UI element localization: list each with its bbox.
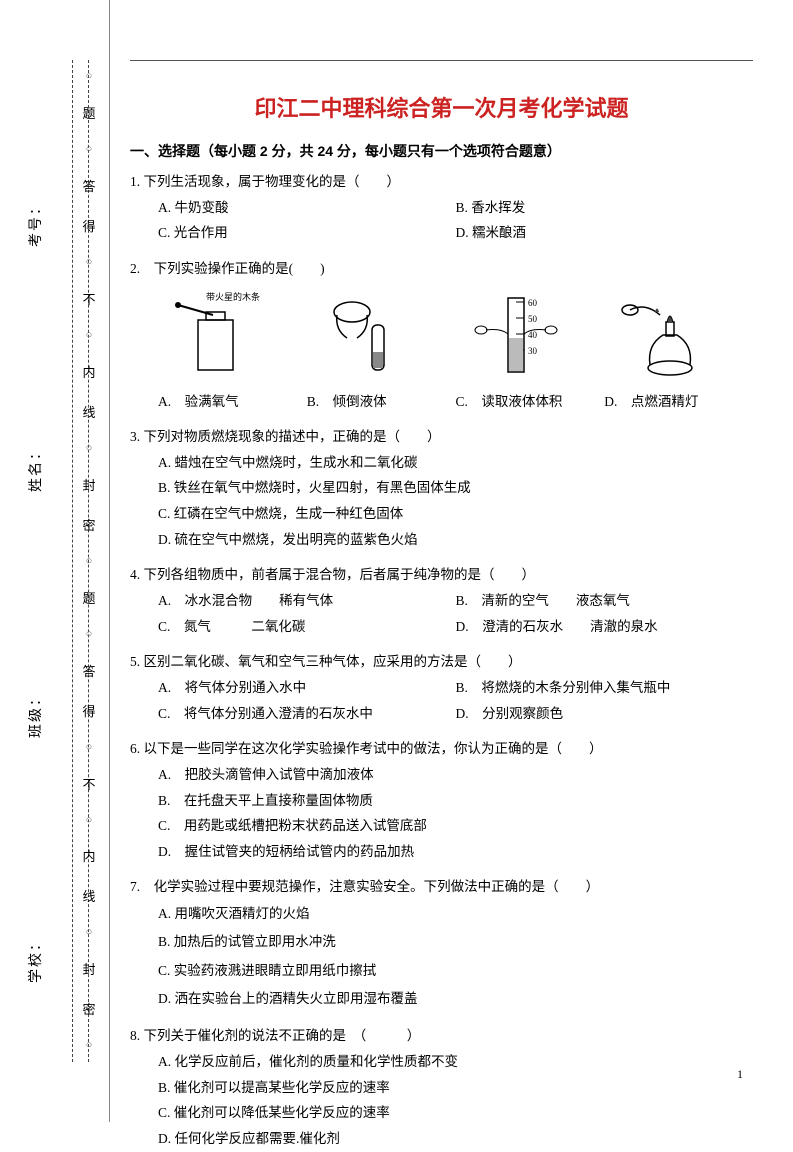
header-rule xyxy=(130,60,753,61)
q4-option-a: A. 冰水混合物 稀有气体 xyxy=(158,588,456,614)
exam-title: 印江二中理科综合第一次月考化学试题 xyxy=(130,91,753,123)
q6-option-c: C. 用药匙或纸槽把粉末状药品送入试管底部 xyxy=(158,813,753,839)
q6-option-d: D. 握住试管夹的短柄给试管内的药品加热 xyxy=(158,839,753,865)
q2-diagram-b xyxy=(312,288,422,383)
svg-text:40: 40 xyxy=(528,330,538,340)
q6-option-a: A. 把胶头滴管伸入试管中滴加液体 xyxy=(158,762,753,788)
q7-option-b: B. 加热后的试管立即用水冲洗 xyxy=(158,928,753,956)
seal-char: 内 xyxy=(82,846,95,865)
q2-stem: 2. 下列实验操作正确的是( ) xyxy=(130,256,753,282)
q2-option-d: D. 点燃酒精灯 xyxy=(604,389,753,415)
seal-char: 得 xyxy=(82,701,95,720)
question-4: 4. 下列各组物质中，前者属于混合物，后者属于纯净物的是（ ） A. 冰水混合物… xyxy=(130,562,753,639)
q6-option-b: B. 在托盘天平上直接称量固体物质 xyxy=(158,788,753,814)
q3-option-b: B. 铁丝在氧气中燃烧时，火星四射，有黑色固体生成 xyxy=(158,475,753,501)
q3-option-c: C. 红磷在空气中燃烧，生成一种红色固体 xyxy=(158,501,753,527)
seal-char: 线 xyxy=(82,886,95,905)
seal-char: 答 xyxy=(82,176,95,195)
seal-char: 线 xyxy=(82,402,95,421)
q2-option-a: A. 验满氧气 xyxy=(158,389,307,415)
binding-class: 班级： xyxy=(25,630,45,738)
seal-char: 封 xyxy=(82,475,95,494)
svg-text:60: 60 xyxy=(528,298,538,308)
q3-stem: 3. 下列对物质燃烧现象的描述中，正确的是（ ） xyxy=(130,424,753,450)
svg-text:30: 30 xyxy=(528,346,538,356)
q8-option-b: B. 催化剂可以提高某些化学反应的速率 xyxy=(158,1075,753,1101)
seal-char: 内 xyxy=(82,362,95,381)
binding-school: 学校： xyxy=(25,875,45,983)
q6-stem: 6. 以下是一些同学在这次化学实验操作考试中的做法，你认为正确的是（ ） xyxy=(130,736,753,762)
question-6: 6. 以下是一些同学在这次化学实验操作考试中的做法，你认为正确的是（ ） A. … xyxy=(130,736,753,864)
q7-option-a: A. 用嘴吹灭酒精灯的火焰 xyxy=(158,900,753,928)
q4-option-d: D. 澄清的石灰水 清澈的泉水 xyxy=(456,614,754,640)
seal-char: 密 xyxy=(82,515,95,534)
binding-name: 姓名： xyxy=(25,384,45,492)
question-8: 8. 下列关于催化剂的说法不正确的是 （ ） A. 化学反应前后，催化剂的质量和… xyxy=(130,1023,753,1151)
binding-examno: 考号： xyxy=(25,139,45,247)
q5-option-c: C. 将气体分别通入澄清的石灰水中 xyxy=(158,701,456,727)
q1-option-c: C. 光合作用 xyxy=(158,220,456,246)
q4-option-c: C. 氮气 二氧化碳 xyxy=(158,614,456,640)
q4-stem: 4. 下列各组物质中，前者属于混合物，后者属于纯净物的是（ ） xyxy=(130,562,753,588)
q7-option-d: D. 洒在实验台上的酒精失火立即用湿布覆盖 xyxy=(158,985,753,1013)
q3-option-d: D. 硫在空气中燃烧，发出明亮的蓝紫色火焰 xyxy=(158,527,753,553)
seal-text-column: ○ 题 ○ 答 得 ○ 不 ○ 内 线 ○ 封 密 ○ 题 ○ 答 得 ○ 不 … xyxy=(72,60,106,1062)
q8-stem: 8. 下列关于催化剂的说法不正确的是 （ ） xyxy=(130,1023,753,1049)
q2-diagrams: 带火星的木条 xyxy=(130,282,753,389)
q2-diagram-c: 60 50 40 30 xyxy=(461,288,571,383)
q5-stem: 5. 区别二氧化碳、氧气和空气三种气体，应采用的方法是（ ） xyxy=(130,649,753,675)
q2-option-c: C. 读取液体体积 xyxy=(456,389,605,415)
seal-char: 答 xyxy=(82,661,95,680)
section-1-header: 一、选择题（每小题 2 分，共 24 分，每小题只有一个选项符合题意） xyxy=(130,141,753,161)
q8-option-a: A. 化学反应前后，催化剂的质量和化学性质都不变 xyxy=(158,1049,753,1075)
seal-char: 封 xyxy=(82,959,95,978)
seal-dot: ○ xyxy=(86,628,93,640)
seal-dot: ○ xyxy=(86,329,93,341)
seal-dot: ○ xyxy=(86,555,93,567)
seal-dot: ○ xyxy=(86,814,93,826)
q5-option-d: D. 分别观察颜色 xyxy=(456,701,754,727)
q3-option-a: A. 蜡烛在空气中燃烧时，生成水和二氧化碳 xyxy=(158,450,753,476)
page-container: 学校： 班级： 姓名： 考号： ○ 题 ○ 答 得 ○ 不 ○ 内 线 ○ 封 … xyxy=(0,0,793,1122)
q7-option-c: C. 实验药液溅进眼睛立即用纸巾擦拭 xyxy=(158,957,753,985)
seal-char: 不 xyxy=(82,774,95,793)
binding-student-info: 学校： 班级： 姓名： 考号： xyxy=(10,70,60,1052)
question-5: 5. 区别二氧化碳、氧气和空气三种气体，应采用的方法是（ ） A. 将气体分别通… xyxy=(130,649,753,726)
seal-char: 题 xyxy=(82,588,95,607)
q1-option-d: D. 糯米酿酒 xyxy=(456,220,754,246)
q1-option-a: A. 牛奶变酸 xyxy=(158,195,456,221)
seal-char: 题 xyxy=(82,103,95,122)
sparks-label: 带火星的木条 xyxy=(206,291,260,302)
seal-dot: ○ xyxy=(86,442,93,454)
page-number: 1 xyxy=(737,1067,743,1082)
q1-option-b: B. 香水挥发 xyxy=(456,195,754,221)
q7-stem: 7. 化学实验过程中要规范操作，注意实验安全。下列做法中正确的是（ ） xyxy=(130,874,753,900)
question-3: 3. 下列对物质燃烧现象的描述中，正确的是（ ） A. 蜡烛在空气中燃烧时，生成… xyxy=(130,424,753,552)
q2-option-b: B. 倾倒液体 xyxy=(307,389,456,415)
seal-char: 得 xyxy=(82,216,95,235)
seal-dot: ○ xyxy=(86,143,93,155)
seal-dot: ○ xyxy=(86,70,93,82)
q1-stem: 1. 下列生活现象，属于物理变化的是（ ） xyxy=(130,169,753,195)
q8-option-c: C. 催化剂可以降低某些化学反应的速率 xyxy=(158,1100,753,1126)
question-1: 1. 下列生活现象，属于物理变化的是（ ） A. 牛奶变酸 B. 香水挥发 C.… xyxy=(130,169,753,246)
seal-dot: ○ xyxy=(86,256,93,268)
seal-dot: ○ xyxy=(86,741,93,753)
question-2: 2. 下列实验操作正确的是( ) 带火星的木条 xyxy=(130,256,753,414)
q5-option-a: A. 将气体分别通入水中 xyxy=(158,675,456,701)
svg-text:50: 50 xyxy=(528,314,538,324)
binding-margin: 学校： 班级： 姓名： 考号： ○ 题 ○ 答 得 ○ 不 ○ 内 线 ○ 封 … xyxy=(0,0,110,1122)
q8-option-d: D. 任何化学反应都需要.催化剂 xyxy=(158,1126,753,1152)
seal-dot: ○ xyxy=(86,1039,93,1051)
seal-char: 密 xyxy=(82,999,95,1018)
q5-option-b: B. 将燃烧的木条分别伸入集气瓶中 xyxy=(456,675,754,701)
q2-diagram-d xyxy=(610,288,720,383)
seal-char: 不 xyxy=(82,289,95,308)
content-area: 印江二中理科综合第一次月考化学试题 一、选择题（每小题 2 分，共 24 分，每… xyxy=(110,0,793,1122)
question-7: 7. 化学实验过程中要规范操作，注意实验安全。下列做法中正确的是（ ） A. 用… xyxy=(130,874,753,1013)
q4-option-b: B. 清新的空气 液态氧气 xyxy=(456,588,754,614)
seal-dot: ○ xyxy=(86,926,93,938)
q2-diagram-a: 带火星的木条 xyxy=(163,288,273,383)
